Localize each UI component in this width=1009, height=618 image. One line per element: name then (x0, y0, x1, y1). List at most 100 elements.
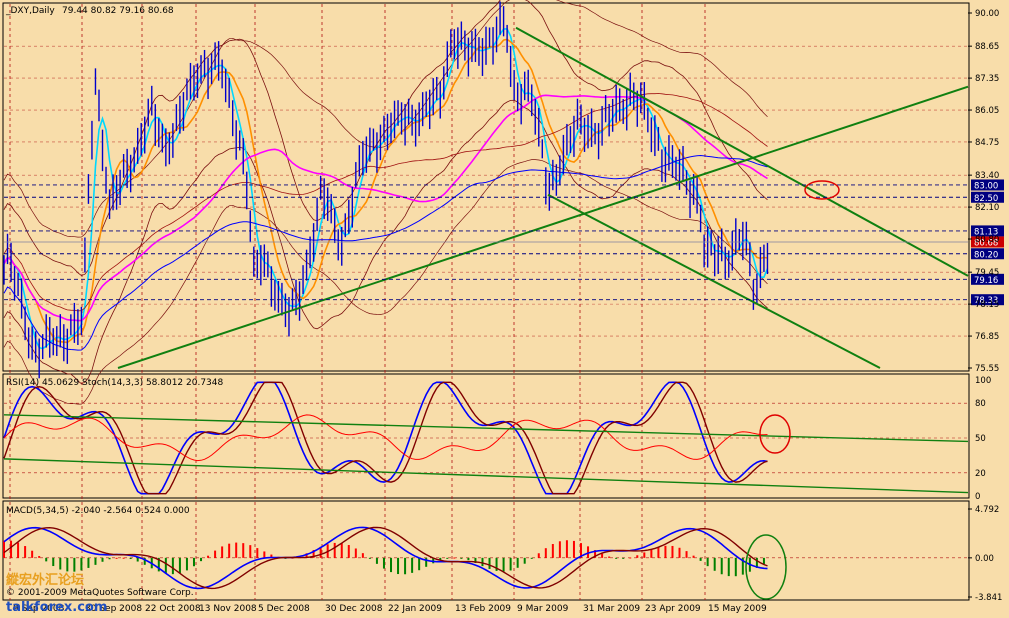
x-tick-label: 15 May 2009 (708, 604, 767, 614)
macd-histogram-bar (706, 557, 709, 567)
macd-histogram-bar (418, 557, 421, 571)
macd-histogram-bar (375, 557, 378, 564)
macd-histogram-bar (80, 557, 83, 571)
falling-support-trendline (547, 193, 881, 369)
macd-histogram-bar (699, 557, 702, 561)
stoch-main-line (3, 381, 768, 495)
level-label: 78.33 (974, 296, 998, 306)
bollinger-lower (3, 99, 768, 385)
rsi-stoch-panel: 100 80 50 20 0 (3, 376, 991, 502)
level-label: 79.16 (974, 276, 998, 286)
macd-histogram-bar (256, 548, 259, 558)
rising-support-trendline (117, 85, 969, 369)
x-tick-label: 22 Jan 2009 (388, 604, 442, 614)
level-label: 83.00 (974, 181, 998, 191)
macd-histogram-bar (94, 557, 97, 565)
macd-histogram-bar (544, 548, 547, 558)
x-tick-label: 23 Apr 2009 (645, 604, 701, 614)
macd-histogram-bar (347, 545, 350, 558)
macd-histogram-bar (622, 557, 625, 559)
macd-histogram-bar (73, 557, 76, 572)
x-tick-label: 30 Sep 2008 (85, 604, 142, 614)
macd-histogram-bar (516, 557, 519, 568)
macd-histogram-bar (572, 540, 575, 558)
x-tick-label: 31 Mar 2009 (583, 604, 640, 614)
macd-histogram-bar (31, 550, 34, 558)
macd-histogram-bar (270, 554, 273, 558)
macd-histogram-bar (411, 557, 414, 573)
rsi-y-tick-label: 20 (975, 469, 986, 479)
macd-histogram-bar (185, 557, 188, 571)
macd-histogram-bar (537, 553, 540, 558)
x-tick-label: 13 Nov 2008 (199, 604, 257, 614)
macd-histogram-bar (24, 546, 27, 558)
level-label: 80.68 (974, 238, 998, 248)
macd-histogram-bar (108, 557, 111, 560)
macd-histogram-bar (66, 557, 69, 572)
main-ohlc: 79.44 80.82 79.16 80.68 (62, 6, 174, 16)
macd-histogram-bar (249, 545, 252, 558)
macd-title: MACD(5,34,5) -2.040 -2.564 0.524 0.000 (6, 506, 190, 516)
macd-histogram-bar (10, 540, 13, 558)
macd-histogram-bar (558, 541, 561, 558)
macd-histogram-bar (657, 547, 660, 558)
macd-histogram-bar (671, 545, 674, 558)
macd-histogram-bar (509, 557, 512, 571)
y-tick-label: 79.45 (975, 268, 999, 278)
macd-histogram-bar (390, 557, 393, 573)
y-tick-label: 82.10 (975, 203, 999, 213)
level-label-box (971, 236, 1004, 248)
macd-histogram-bar (762, 557, 765, 564)
macd-histogram-bar (214, 550, 217, 558)
y-tick-label: 90.00 (975, 9, 999, 19)
macd-histogram-bar (263, 551, 266, 558)
level-label: 82.50 (974, 194, 998, 204)
rsi-panel-frame (2, 373, 970, 499)
x-tick-label: 9 Mar 2009 (517, 604, 569, 614)
macd-histogram-bar (59, 557, 62, 570)
x-tick-label: 30 Dec 2008 (325, 604, 383, 614)
trendlines (117, 26, 969, 369)
macd-histogram-bar (741, 557, 744, 575)
macd-histogram-bar (361, 553, 364, 558)
level-label-box (971, 191, 1004, 203)
macd-y-tick-label: 0.00 (975, 554, 994, 564)
rsi-trendline-upper (3, 414, 969, 443)
macd-histogram-bar (615, 557, 618, 559)
x-tick-label: 13 Feb 2009 (455, 604, 511, 614)
macd-histogram-bar (594, 550, 597, 558)
x-tick-label: 22 Oct 2008 (145, 604, 201, 614)
y-tick-label: 75.55 (975, 364, 999, 374)
macd-histogram-bar (354, 548, 357, 558)
macd-histogram-bar (608, 556, 611, 558)
macd-histogram-bar (340, 543, 343, 558)
ma-red-line (3, 93, 768, 312)
macd-histogram-bar (17, 542, 20, 558)
macd-histogram-bar (467, 557, 470, 561)
macd-histogram-bar (221, 546, 224, 558)
macd-histogram-bar (453, 557, 456, 559)
y-tick-label: 76.85 (975, 332, 999, 342)
macd-y-tick-label: -3.841 (975, 593, 1002, 603)
macd-histogram-bar (664, 545, 667, 558)
macd-histogram-bar (755, 557, 758, 568)
rsi-line (3, 414, 768, 462)
macd-histogram-bar (727, 557, 730, 577)
macd-histogram-bar (171, 557, 174, 575)
macd-histogram-bar (45, 557, 48, 562)
macd-histogram-bar (481, 557, 484, 567)
macd-histogram-bar (502, 557, 505, 572)
ma-magenta-line (3, 94, 768, 322)
target-circle-annotation (804, 180, 840, 200)
y-tick-label: 87.35 (975, 74, 999, 84)
macd-histogram-bar (720, 557, 723, 575)
outer-band-lower (3, 159, 768, 405)
level-label-box (971, 294, 1004, 306)
macd-histogram-bar (164, 557, 167, 574)
macd-histogram-bar (685, 551, 688, 558)
macd-histogram-bar (87, 557, 90, 568)
watermark-copyright: © 2001-2009 MetaQuotes Software Corp. (6, 588, 194, 598)
macd-histogram-bar (692, 555, 695, 558)
